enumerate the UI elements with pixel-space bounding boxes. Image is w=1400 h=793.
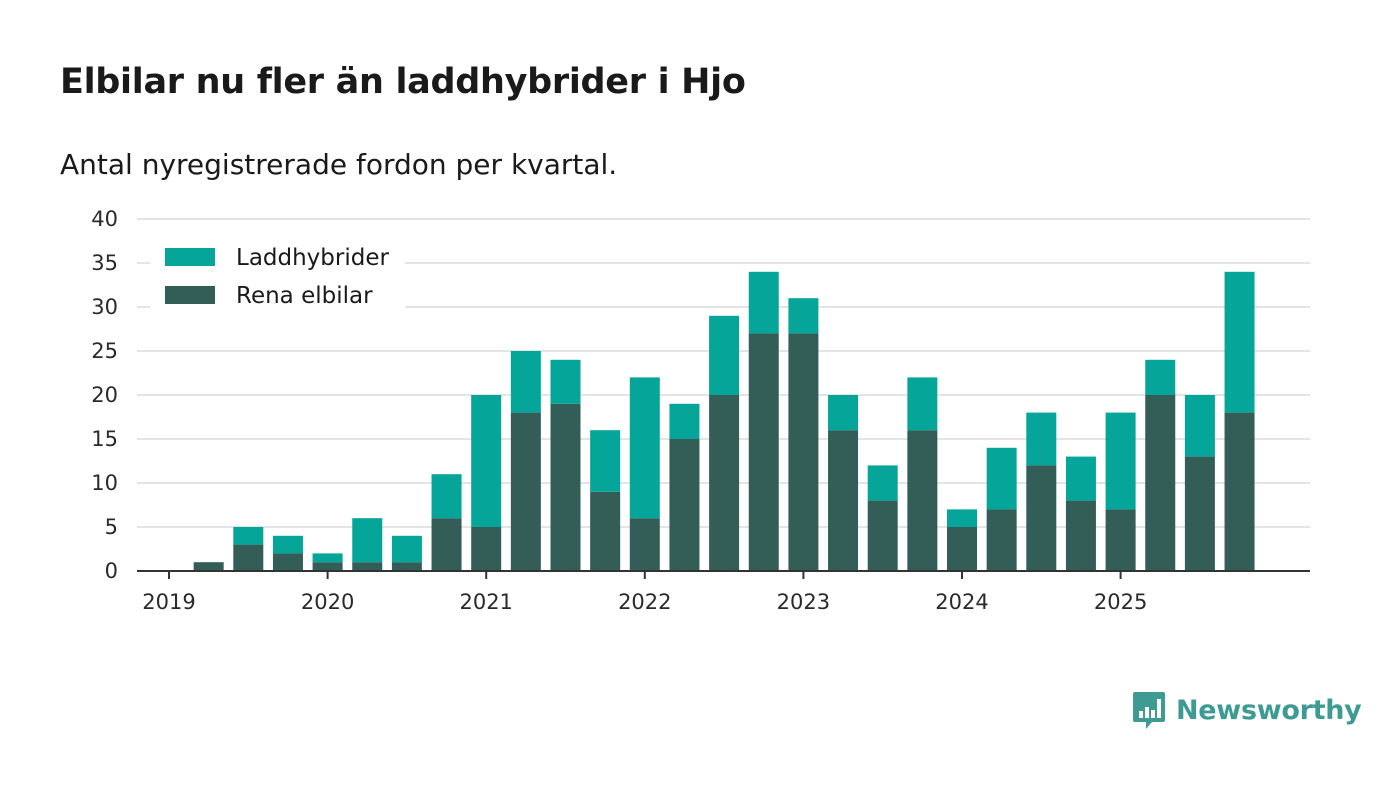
bar-laddhybrider bbox=[550, 359, 581, 404]
x-tick-label: 2021 bbox=[459, 590, 512, 614]
bar-rena-elbilar bbox=[1105, 509, 1136, 571]
bar-rena-elbilar bbox=[947, 527, 977, 571]
bar-laddhybrider bbox=[629, 377, 660, 519]
bar-laddhybrider bbox=[233, 527, 264, 545]
bar-rena-elbilar bbox=[391, 562, 422, 571]
bar-laddhybrider bbox=[471, 395, 502, 527]
bar-laddhybrider bbox=[510, 351, 541, 413]
bar-rena-elbilar bbox=[986, 509, 1017, 571]
bar-laddhybrider bbox=[1184, 395, 1215, 457]
bar-laddhybrider bbox=[1065, 456, 1096, 501]
legend-swatch bbox=[165, 248, 215, 266]
x-tick-label: 2020 bbox=[301, 590, 354, 614]
bar-rena-elbilar bbox=[867, 500, 898, 571]
bar-rena-elbilar bbox=[748, 333, 779, 571]
bar-rena-elbilar bbox=[1184, 456, 1215, 571]
bar-rena-elbilar bbox=[431, 518, 462, 571]
y-tick-label: 40 bbox=[91, 207, 118, 231]
bar-rena-elbilar bbox=[828, 430, 859, 571]
y-tick-label: 15 bbox=[91, 427, 118, 451]
bar-laddhybrider bbox=[1105, 412, 1136, 510]
bar-laddhybrider bbox=[590, 430, 621, 492]
bar-rena-elbilar bbox=[352, 562, 383, 571]
legend-swatch bbox=[165, 286, 215, 304]
x-tick-label: 2024 bbox=[935, 590, 988, 614]
x-tick-label: 2025 bbox=[1094, 590, 1147, 614]
bar-laddhybrider bbox=[669, 403, 700, 439]
bar-laddhybrider bbox=[312, 553, 343, 563]
bar-laddhybrider bbox=[986, 447, 1017, 510]
bar-rena-elbilar bbox=[550, 403, 581, 571]
bar-rena-elbilar bbox=[510, 412, 541, 571]
y-tick-label: 5 bbox=[105, 515, 118, 539]
y-tick-label: 35 bbox=[91, 251, 118, 275]
legend: Laddhybrider Rena elbilar bbox=[150, 236, 405, 314]
bar-rena-elbilar bbox=[1145, 395, 1176, 571]
bar-laddhybrider bbox=[867, 465, 898, 501]
bar-laddhybrider bbox=[748, 271, 779, 334]
bar-laddhybrider bbox=[1026, 412, 1057, 466]
legend-label: Laddhybrider bbox=[236, 245, 389, 271]
y-tick-label: 10 bbox=[91, 471, 118, 495]
newsworthy-logo: Newsworthy bbox=[1132, 690, 1362, 730]
bar-rena-elbilar bbox=[272, 553, 303, 571]
y-tick-label: 25 bbox=[91, 339, 118, 363]
chart-title: Elbilar nu fler än laddhybrider i Hjo bbox=[60, 62, 746, 102]
bar-rena-elbilar bbox=[629, 518, 660, 571]
bar-rena-elbilar bbox=[709, 395, 740, 571]
bar-rena-elbilar bbox=[669, 439, 700, 571]
bar-rena-elbilar bbox=[1224, 412, 1255, 571]
bar-rena-elbilar bbox=[471, 527, 502, 571]
bar-laddhybrider bbox=[1145, 359, 1176, 395]
bar-laddhybrider bbox=[907, 377, 938, 431]
bar-laddhybrider bbox=[788, 298, 819, 334]
legend-label: Rena elbilar bbox=[236, 283, 373, 309]
brand-name: Newsworthy bbox=[1176, 694, 1362, 726]
bar-laddhybrider bbox=[709, 315, 740, 395]
x-tick-label: 2019 bbox=[142, 590, 195, 614]
bar-rena-elbilar bbox=[1026, 465, 1057, 571]
y-tick-label: 0 bbox=[105, 559, 118, 583]
bar-laddhybrider bbox=[272, 535, 303, 554]
bar-rena-elbilar bbox=[1065, 500, 1096, 571]
bar-laddhybrider bbox=[828, 395, 859, 431]
y-tick-label: 20 bbox=[91, 383, 118, 407]
bar-chart-speech-bubble-icon bbox=[1133, 692, 1165, 729]
x-tick-label: 2023 bbox=[777, 590, 830, 614]
bar-rena-elbilar bbox=[233, 544, 264, 571]
bar-laddhybrider bbox=[431, 474, 462, 519]
bar-rena-elbilar bbox=[907, 430, 938, 571]
bar-laddhybrider bbox=[947, 509, 977, 527]
bar-rena-elbilar bbox=[590, 491, 621, 571]
bar-laddhybrider bbox=[1224, 271, 1255, 413]
bar-rena-elbilar bbox=[788, 333, 819, 571]
bar-laddhybrider bbox=[352, 518, 383, 563]
bar-laddhybrider bbox=[391, 535, 422, 563]
y-tick-label: 30 bbox=[91, 295, 118, 319]
bar-rena-elbilar bbox=[193, 562, 224, 571]
bar-rena-elbilar bbox=[312, 562, 343, 571]
x-tick-label: 2022 bbox=[618, 590, 671, 614]
chart-subtitle: Antal nyregistrerade fordon per kvartal. bbox=[60, 148, 618, 181]
bars bbox=[193, 271, 1255, 571]
